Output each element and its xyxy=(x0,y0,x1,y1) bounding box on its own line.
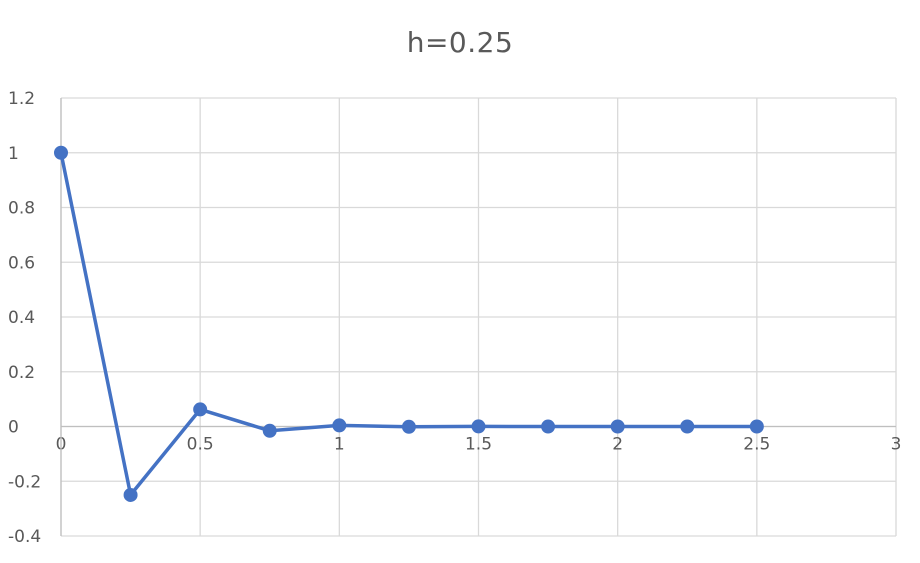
data-point xyxy=(193,402,208,417)
y-tick-label: 0.2 xyxy=(8,363,35,383)
data-point xyxy=(54,145,68,160)
y-tick-label: -0.4 xyxy=(8,527,41,547)
data-point xyxy=(401,419,416,434)
y-tick-label: 0.8 xyxy=(8,199,35,219)
y-tick-label: 1.2 xyxy=(8,89,35,109)
data-point xyxy=(332,418,347,433)
y-tick-label: 0.6 xyxy=(8,253,35,273)
x-tick-label: 1.5 xyxy=(465,435,492,455)
x-tick-label: 2.5 xyxy=(743,435,770,455)
y-tick-label: 1 xyxy=(8,144,19,164)
chart-title: h=0.25 xyxy=(406,26,514,59)
data-point xyxy=(471,419,486,434)
data-point xyxy=(541,419,556,434)
data-point xyxy=(749,419,764,434)
x-tick-label: 2 xyxy=(612,435,623,455)
data-point xyxy=(123,487,138,502)
x-tick-label: 3 xyxy=(891,435,902,455)
y-tick-label: -0.2 xyxy=(8,472,41,492)
y-tick-label: 0.4 xyxy=(8,308,35,328)
y-tick-label: 0 xyxy=(8,418,19,438)
series-line xyxy=(59,152,757,497)
data-point xyxy=(610,419,625,434)
x-tick-label: 1 xyxy=(334,435,345,455)
x-tick-label: 0.5 xyxy=(187,435,214,455)
data-point xyxy=(262,423,277,438)
data-point xyxy=(680,419,695,434)
